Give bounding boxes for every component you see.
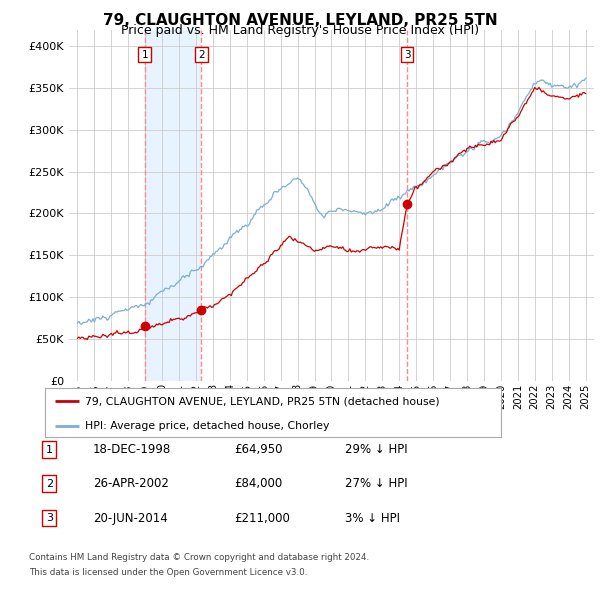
Text: 20-JUN-2014: 20-JUN-2014: [93, 512, 168, 525]
Text: This data is licensed under the Open Government Licence v3.0.: This data is licensed under the Open Gov…: [29, 568, 307, 577]
Text: HPI: Average price, detached house, Chorley: HPI: Average price, detached house, Chor…: [85, 421, 329, 431]
Text: 1: 1: [46, 445, 53, 454]
Bar: [145, 30, 202, 381]
Text: 79, CLAUGHTON AVENUE, LEYLAND, PR25 5TN (detached house): 79, CLAUGHTON AVENUE, LEYLAND, PR25 5TN …: [85, 396, 440, 407]
Text: Price paid vs. HM Land Registry's House Price Index (HPI): Price paid vs. HM Land Registry's House …: [121, 24, 479, 37]
Text: 29% ↓ HPI: 29% ↓ HPI: [345, 443, 407, 456]
Text: £211,000: £211,000: [234, 512, 290, 525]
Text: 27% ↓ HPI: 27% ↓ HPI: [345, 477, 407, 490]
Text: £64,950: £64,950: [234, 443, 283, 456]
Text: 3% ↓ HPI: 3% ↓ HPI: [345, 512, 400, 525]
Text: 1: 1: [142, 50, 148, 60]
Text: 3: 3: [404, 50, 410, 60]
Text: 18-DEC-1998: 18-DEC-1998: [93, 443, 171, 456]
Text: Contains HM Land Registry data © Crown copyright and database right 2024.: Contains HM Land Registry data © Crown c…: [29, 553, 369, 562]
Text: 3: 3: [46, 513, 53, 523]
Text: 26-APR-2002: 26-APR-2002: [93, 477, 169, 490]
Text: £84,000: £84,000: [234, 477, 282, 490]
Text: 2: 2: [46, 479, 53, 489]
Text: 79, CLAUGHTON AVENUE, LEYLAND, PR25 5TN: 79, CLAUGHTON AVENUE, LEYLAND, PR25 5TN: [103, 13, 497, 28]
Text: 2: 2: [198, 50, 205, 60]
